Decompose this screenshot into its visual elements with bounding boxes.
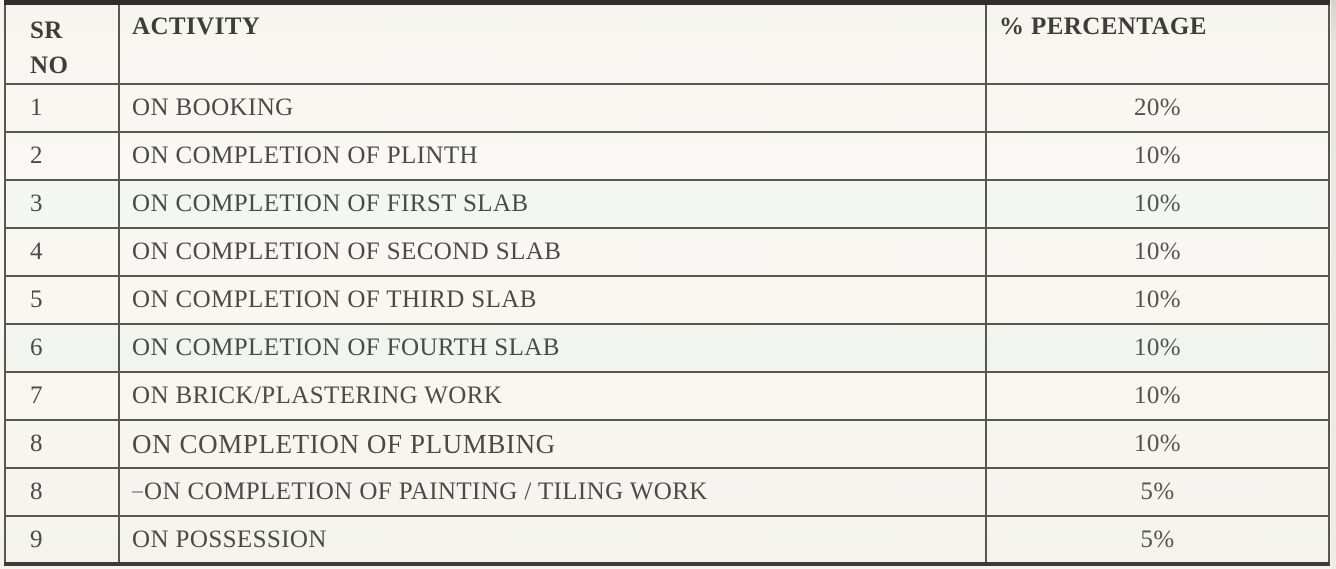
header-sr-line2: NO [30,52,69,79]
cell-sr: 7 [4,371,120,421]
cell-sr: 2 [4,131,120,181]
table-row: 5 ON COMPLETION OF THIRD SLAB 10% [4,275,1330,325]
table-header-row: SR NO ACTIVITY % PERCENTAGE [4,1,1330,85]
header-percentage: % PERCENTAGE [985,1,1330,85]
cell-activity: ON COMPLETION OF FOURTH SLAB [118,323,987,373]
cell-sr: 9 [4,515,120,565]
cell-activity: ON COMPLETION OF PLUMBING [118,419,987,469]
payment-schedule-table: SR NO ACTIVITY % PERCENTAGE 1 ON BOOKING… [4,0,1330,566]
cell-percentage: 10% [985,419,1330,469]
cell-percentage: 10% [985,131,1330,181]
cell-sr: 4 [4,227,120,277]
header-activity: ACTIVITY [118,1,987,85]
header-sr-line1: SR [30,17,63,44]
table-row: 3 ON COMPLETION OF FIRST SLAB 10% [4,179,1330,229]
cell-activity: ON COMPLETION OF PAINTING / TILING WORK [118,467,987,517]
cell-percentage: 10% [985,371,1330,421]
table-row: 9 ON POSSESSION 5% [4,515,1330,565]
cell-percentage: 5% [985,467,1330,517]
cell-sr: 6 [4,323,120,373]
cell-activity: ON POSSESSION [118,515,987,565]
cell-percentage: 10% [985,275,1330,325]
cell-percentage: 10% [985,227,1330,277]
cell-percentage: 10% [985,179,1330,229]
table-row: 8 ON COMPLETION OF PAINTING / TILING WOR… [4,467,1330,517]
cell-activity: ON COMPLETION OF THIRD SLAB [118,275,987,325]
cell-sr: 3 [4,179,120,229]
cell-activity: ON COMPLETION OF FIRST SLAB [118,179,987,229]
table-row: 6 ON COMPLETION OF FOURTH SLAB 10% [4,323,1330,373]
table-row: 4 ON COMPLETION OF SECOND SLAB 10% [4,227,1330,277]
table-row: 7 ON BRICK/PLASTERING WORK 10% [4,371,1330,421]
header-sr-no: SR NO [4,1,120,85]
cell-sr: 1 [4,83,120,133]
cell-percentage: 20% [985,83,1330,133]
table-row: 2 ON COMPLETION OF PLINTH 10% [4,131,1330,181]
table-row: 8 ON COMPLETION OF PLUMBING 10% [4,419,1330,469]
cell-activity: ON COMPLETION OF SECOND SLAB [118,227,987,277]
cell-activity: ON BOOKING [118,83,987,133]
cell-activity: ON BRICK/PLASTERING WORK [118,371,987,421]
cell-percentage: 5% [985,515,1330,565]
cell-sr: 8 [4,467,120,517]
cell-sr: 5 [4,275,120,325]
scan-edge-shadow [1331,0,1336,569]
cell-activity: ON COMPLETION OF PLINTH [118,131,987,181]
cell-sr: 8 [4,419,120,469]
cell-percentage: 10% [985,323,1330,373]
table-row: 1 ON BOOKING 20% [4,83,1330,133]
